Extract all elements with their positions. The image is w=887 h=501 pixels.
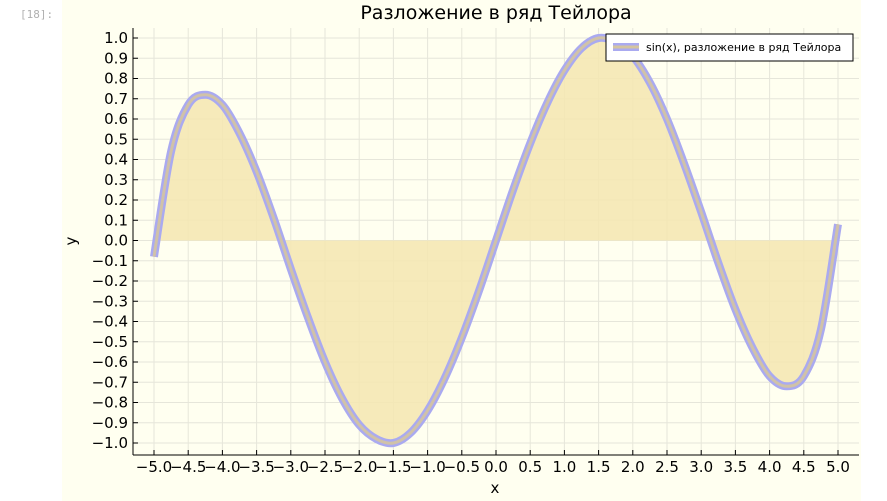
chart-title: Разложение в ряд Тейлора (360, 2, 631, 24)
x-tick-label: 2.5 (655, 458, 679, 476)
x-tick-label: 4.5 (792, 458, 816, 476)
y-axis-label: y (62, 236, 80, 245)
y-tick-label: 1.0 (104, 29, 128, 47)
y-tick-label: 0.8 (104, 70, 128, 88)
x-tick-label: −4.0 (204, 458, 240, 476)
x-tick-label: 2.0 (621, 458, 645, 476)
x-tick-label: 4.0 (758, 458, 782, 476)
x-axis-label: x (491, 479, 500, 497)
y-tick-label: −0.2 (92, 272, 128, 290)
y-tick-label: 0.4 (104, 151, 128, 169)
y-tick-label: −0.5 (92, 333, 128, 351)
legend-box (605, 33, 854, 62)
y-tick-label: 0.9 (104, 49, 128, 67)
y-tick-label: 0.5 (104, 130, 128, 148)
y-tick-label: 0.0 (104, 232, 128, 250)
y-tick-label: −0.3 (92, 292, 128, 310)
x-tick-label: 5.0 (826, 458, 850, 476)
y-ticks: −1.0 −0.9 −0.8 −0.7 −0.6 −0.5 −0.4 −0.3 −0.2 −0.1… (92, 29, 138, 452)
x-tick-label: −5.0 (136, 458, 172, 476)
x-tick-label: −2.5 (307, 458, 343, 476)
x-tick-label: 0.0 (484, 458, 508, 476)
x-tick-label: −1.5 (375, 458, 411, 476)
y-tick-label: −0.8 (92, 394, 128, 412)
y-tick-label: 0.6 (104, 110, 128, 128)
x-ticks: −5.0−4.5−4.0−3.5−3.0−2.5−2.0−1.5−1.0−0.5… (136, 450, 850, 476)
chart-figure: Разложение в ряд Тейлора −5.0 −4.5 −4.0 −3.… (62, 0, 861, 501)
x-tick-label: −4.5 (170, 458, 206, 476)
chart-svg: Разложение в ряд Тейлора −5.0−4.5−4.0−3.… (62, 2, 859, 497)
x-tick-label: 3.0 (689, 458, 713, 476)
y-tick-label: −1.0 (92, 434, 128, 452)
legend-label: sin(x), разложение в ряд Тейлора (646, 41, 841, 54)
x-tick-label: 3.5 (723, 458, 747, 476)
y-tick-label: 0.7 (104, 90, 128, 108)
y-tick-label: −0.1 (92, 252, 128, 270)
x-tick-label: 0.5 (518, 458, 542, 476)
x-tick-label: 1.5 (587, 458, 611, 476)
x-tick-label: 1.0 (552, 458, 576, 476)
series-line-inner (152, 36, 840, 445)
y-tick-label: −0.7 (92, 373, 128, 391)
y-tick-label: 0.1 (104, 211, 128, 229)
legend: sin(x), разложение в ряд Тейлора (605, 33, 854, 62)
x-tick-label: −3.0 (273, 458, 309, 476)
x-tick-label: −1.0 (409, 458, 445, 476)
x-tick-label: −0.5 (444, 458, 480, 476)
y-tick-label: −0.4 (92, 313, 128, 331)
y-tick-label: −0.6 (92, 353, 128, 371)
y-tick-label: −0.9 (92, 414, 128, 432)
x-tick-label: −2.0 (341, 458, 377, 476)
cell-prompt: [18]: (20, 8, 54, 21)
y-tick-label: 0.3 (104, 171, 128, 189)
y-tick-label: 0.2 (104, 191, 128, 209)
x-tick-label: −3.5 (238, 458, 274, 476)
